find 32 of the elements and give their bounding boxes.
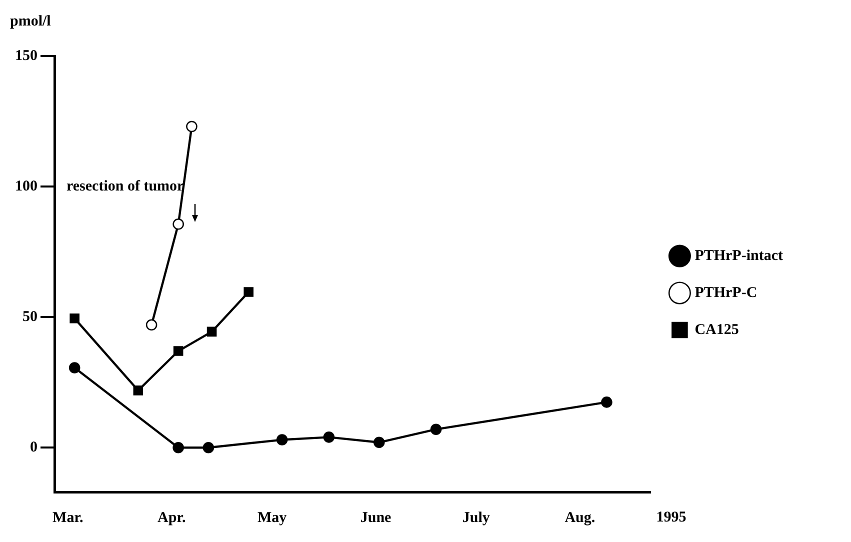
y-axis-title: pmol/l	[10, 13, 51, 30]
point	[244, 287, 254, 297]
legend-label: PTHrP-C	[694, 284, 758, 301]
point	[133, 386, 144, 396]
point	[373, 436, 385, 448]
point	[276, 434, 288, 446]
x-tick-label: July	[462, 510, 490, 526]
text: 1995	[656, 509, 686, 526]
x-tick-label: Aug.	[564, 510, 596, 526]
point	[206, 326, 217, 337]
annotation: resection of tumor	[66, 178, 184, 194]
y-tick-label: 100	[15, 178, 38, 194]
point	[172, 442, 184, 454]
x-tick-label: Mar.	[52, 510, 84, 526]
y-tick-label: 150	[15, 48, 38, 64]
x-tick-label: Apr.	[158, 510, 186, 526]
legend-label: PTHrP-intact	[694, 248, 784, 264]
point	[430, 424, 442, 435]
x-tick-label: June	[360, 510, 392, 526]
point	[172, 218, 184, 230]
point	[146, 319, 158, 331]
point	[68, 362, 80, 374]
point	[186, 120, 198, 132]
point	[70, 313, 80, 324]
point	[601, 396, 612, 408]
y-tick-label: 0	[30, 439, 38, 456]
y-tick-label: 50	[22, 308, 38, 325]
point	[202, 442, 214, 454]
point	[323, 432, 335, 443]
x-tick-label: May	[257, 510, 288, 526]
point	[173, 346, 184, 356]
legend-label: CA125	[694, 322, 739, 338]
